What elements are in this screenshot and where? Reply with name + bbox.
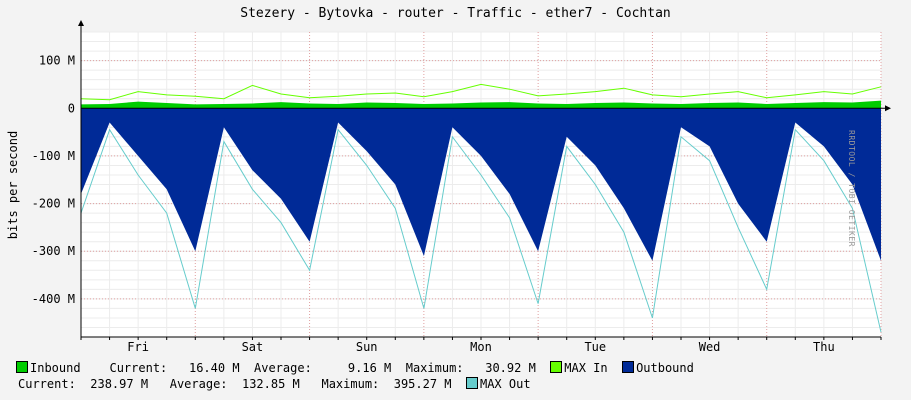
legend-outbound-current-label: Current: <box>18 377 76 391</box>
y-tick-label: -300 M <box>32 244 75 258</box>
max-out-line <box>80 128 882 333</box>
inbound-area <box>81 100 881 109</box>
y-tick-label: 0 <box>68 101 75 115</box>
legend-row-inbound: Inbound Current: 16.40 M Average: 9.16 M… <box>0 361 911 375</box>
legend-outbound-current-value: 238.97 M <box>90 377 149 391</box>
legend-outbound-average-value: 132.85 M <box>241 377 300 391</box>
legend-outbound-maximum-label: Maximum: <box>321 377 380 391</box>
max-in-swatch <box>550 361 563 373</box>
x-tick-label: Mon <box>470 340 492 354</box>
legend-outbound-label: Outbound <box>636 361 694 375</box>
legend-inbound-label: Inbound <box>30 361 81 375</box>
y-tick-label: -100 M <box>32 149 75 163</box>
legend-outbound-maximum-value: 395.27 M <box>393 377 452 391</box>
x-tick-label: Wed <box>699 340 721 354</box>
legend-outbound-average-label: Average: <box>169 377 228 391</box>
inbound-swatch <box>16 361 28 373</box>
legend-row-outbound: Current: 238.97 M Average: 132.85 M Maxi… <box>0 377 911 391</box>
x-tick-label: Tue <box>584 340 606 354</box>
x-tick-label: Fri <box>127 340 149 354</box>
x-tick-label: Sat <box>242 340 264 354</box>
x-tick-label: Thu <box>813 340 835 354</box>
legend-max-in-label: MAX In <box>564 361 608 375</box>
y-tick-label: -400 M <box>32 292 75 306</box>
y-tick-label: 100 M <box>39 54 75 68</box>
chart-title: Stezery - Bytovka - router - Traffic - e… <box>240 6 671 21</box>
max-in-line <box>80 83 882 101</box>
legend-max-out-label: MAX Out <box>479 377 531 391</box>
outbound-swatch <box>622 361 635 373</box>
legend-inbound-current-value: 16.40 M <box>188 361 240 375</box>
rrdtool-watermark: RRDTOOL / TOBI OETIKER <box>847 130 856 247</box>
legend-inbound-current-label: Current: <box>109 361 168 375</box>
y-tick-label: -200 M <box>32 197 75 211</box>
legend-inbound-average-label: Average: <box>254 361 312 375</box>
legend-inbound-maximum-value: 30.92 M <box>485 361 536 375</box>
max-out-swatch <box>465 377 478 389</box>
y-axis-label: bits per second <box>6 130 20 240</box>
y-axis-arrow <box>78 20 84 26</box>
legend-inbound-average-value: 9.16 M <box>347 361 392 375</box>
legend-inbound-maximum-label: Maximum: <box>405 361 464 375</box>
outbound-area <box>81 108 881 261</box>
x-tick-label: Sun <box>356 340 378 354</box>
x-axis-arrow <box>885 105 891 112</box>
